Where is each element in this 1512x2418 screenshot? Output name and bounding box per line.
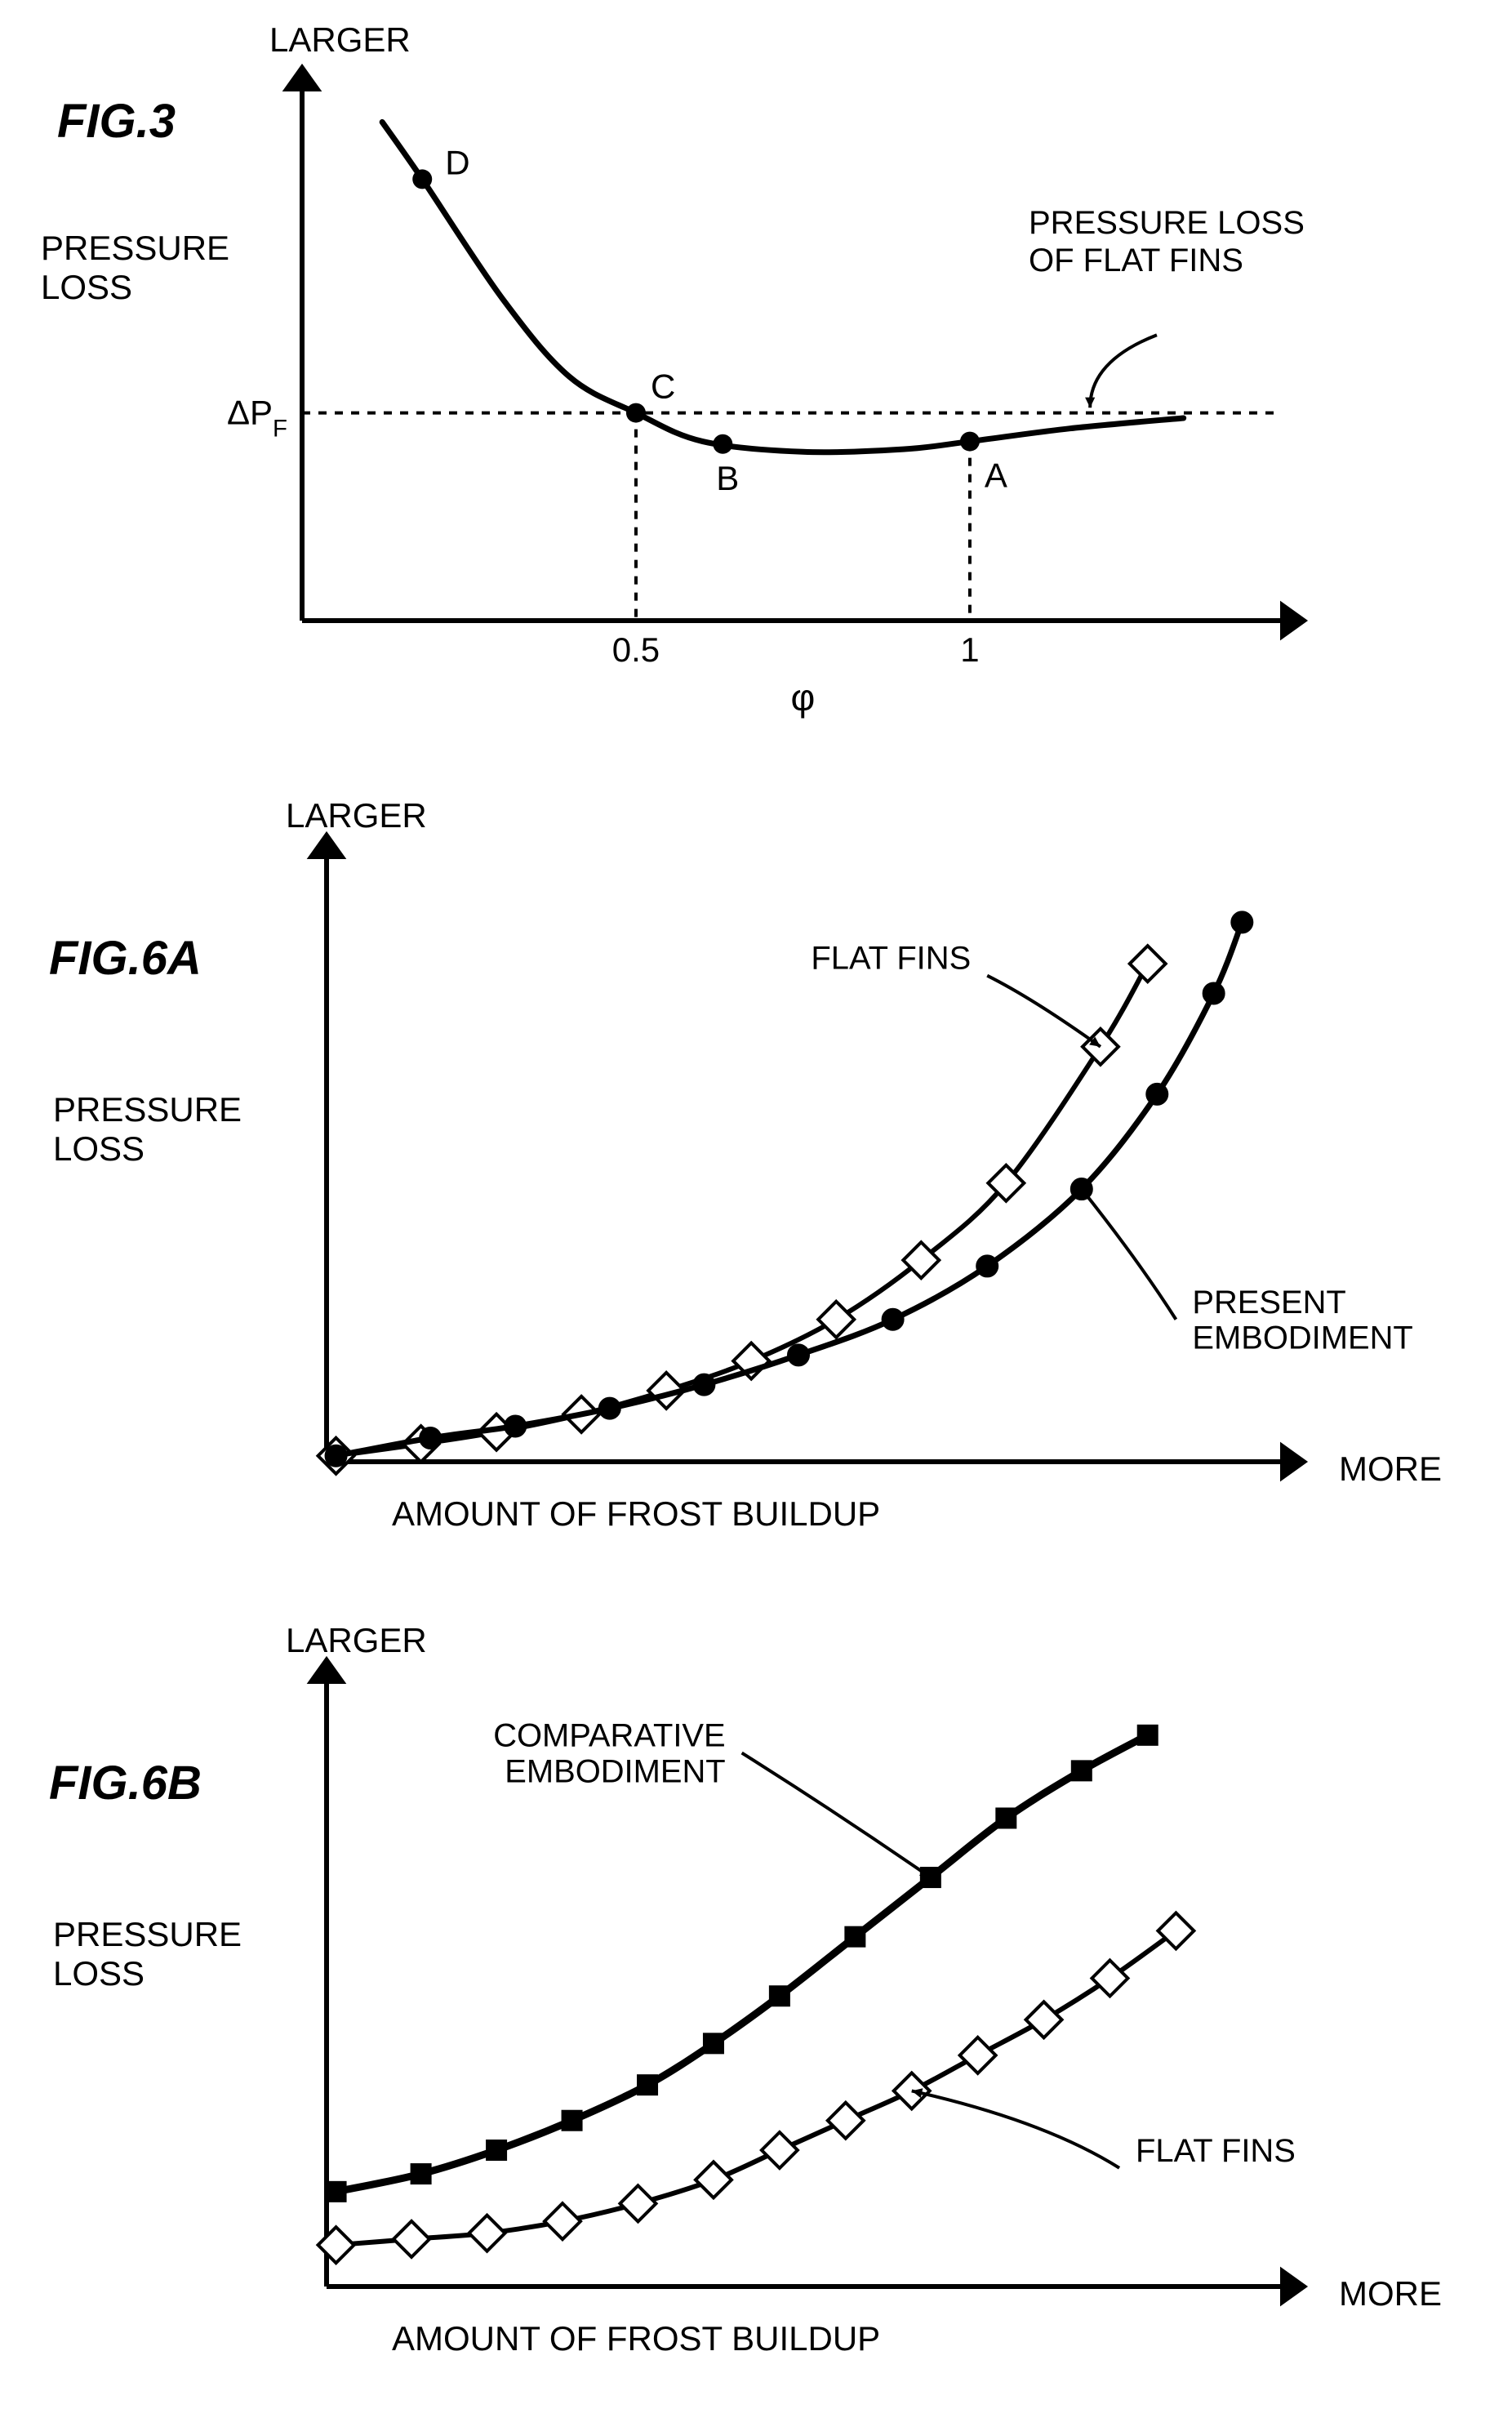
fig3-y-top: LARGER [269, 20, 411, 60]
svg-text:A: A [985, 456, 1007, 495]
svg-text:B: B [716, 459, 739, 497]
fig3-right-callout: PRESSURE LOSS OF FLAT FINS [1029, 204, 1305, 279]
fig6a-title: FIG.6A [49, 931, 202, 986]
fig6a-x-end: MORE [1339, 1449, 1442, 1489]
fig3-y-left: PRESSURE LOSS [41, 229, 229, 308]
svg-text:C: C [651, 367, 675, 406]
fig3-title: FIG.3 [57, 94, 176, 149]
fig6b-y-left: PRESSURE LOSS [53, 1915, 242, 1994]
figure-canvas: ΔPF 0.5 1 φ D C B A FLAT FINS PRESENTEMBODIMENT CO… [0, 0, 1512, 2418]
svg-text:COMPARATIVEEMBODIMENT: COMPARATIVEEMBODIMENT [493, 1718, 725, 1790]
fig6b-title: FIG.6B [49, 1756, 202, 1810]
fig6b-x-label: AMOUNT OF FROST BUILDUP [392, 2319, 880, 2358]
svg-text:FLAT FINS: FLAT FINS [811, 941, 971, 977]
svg-text:φ: φ [791, 676, 816, 719]
fig6a-x-label: AMOUNT OF FROST BUILDUP [392, 1494, 880, 1534]
fig6a-y-top: LARGER [286, 796, 427, 835]
svg-text:0.5: 0.5 [612, 630, 660, 669]
svg-text:1: 1 [960, 630, 979, 669]
svg-text:FLAT FINS: FLAT FINS [1136, 2133, 1296, 2169]
svg-text:ΔPF: ΔPF [227, 394, 287, 443]
svg-text:D: D [445, 143, 469, 181]
fig6b-y-top: LARGER [286, 1621, 427, 1660]
fig6b-x-end: MORE [1339, 2274, 1442, 2313]
svg-text:PRESENTEMBODIMENT: PRESENTEMBODIMENT [1192, 1285, 1412, 1356]
fig6a-y-left: PRESSURE LOSS [53, 1090, 242, 1169]
